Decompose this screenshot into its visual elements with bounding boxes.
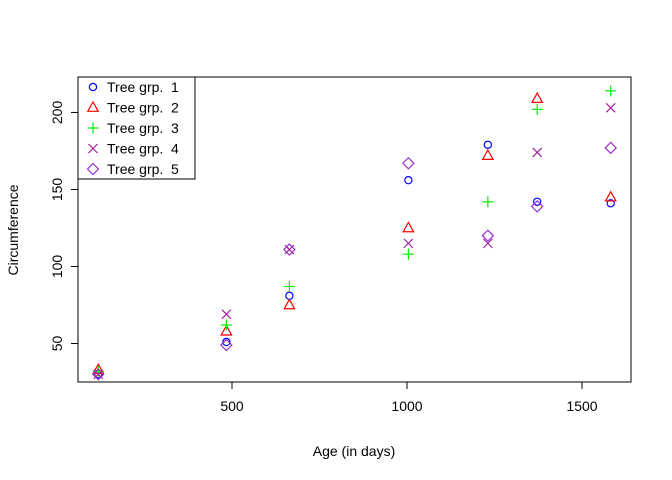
data-point-group-2 xyxy=(220,324,233,336)
data-point-group-3 xyxy=(531,103,543,115)
data-points xyxy=(91,85,618,381)
legend-label-group-1: Tree grp. 1 xyxy=(107,79,179,95)
legend-label-group-4: Tree grp. 4 xyxy=(107,141,179,157)
data-point-group-4 xyxy=(482,238,493,249)
legend-marker-group-1 xyxy=(88,82,98,92)
data-point-group-5 xyxy=(530,200,544,213)
legend-marker-group-5 xyxy=(86,162,100,176)
data-point-group-4 xyxy=(221,309,232,320)
y-axis-title: Circumference xyxy=(5,184,21,275)
data-point-group-5 xyxy=(91,367,105,381)
plot-frame xyxy=(77,76,632,383)
data-point-group-3 xyxy=(220,319,232,331)
y-tick-label: 50 xyxy=(49,335,65,351)
data-point-group-1 xyxy=(222,337,231,347)
data-point-group-5 xyxy=(220,338,233,352)
x-tick-label: 1500 xyxy=(566,398,597,414)
data-point-group-3 xyxy=(402,248,414,260)
axes: 500 1000 1500 50 100 150 200 xyxy=(49,101,598,414)
y-tick-label: 200 xyxy=(49,101,65,125)
data-point-group-3 xyxy=(605,85,617,97)
data-point-group-3 xyxy=(283,280,295,292)
x-tick-label: 1000 xyxy=(391,398,422,414)
legend-label-group-5: Tree grp. 5 xyxy=(107,161,179,177)
data-point-group-1 xyxy=(533,197,542,206)
data-point-group-2 xyxy=(481,148,495,160)
x-axis-title: Age (in days) xyxy=(313,443,395,459)
data-point-group-2 xyxy=(604,190,617,202)
legend-marker-group-3 xyxy=(87,122,99,134)
data-point-group-4 xyxy=(532,147,543,158)
data-point-group-1 xyxy=(483,140,493,149)
legend: Tree grp. 1 Tree grp. 2 Tree grp. 3 Tree gr… xyxy=(77,76,196,180)
data-point-group-1 xyxy=(606,199,615,208)
data-point-group-5 xyxy=(481,229,495,243)
data-point-group-5 xyxy=(604,141,618,155)
data-point-group-2 xyxy=(402,221,415,233)
data-point-group-2 xyxy=(283,298,296,310)
legend-label-group-2: Tree grp. 2 xyxy=(107,100,179,116)
data-point-group-1 xyxy=(404,176,413,185)
data-point-group-3 xyxy=(482,196,494,208)
data-point-group-5 xyxy=(283,243,296,256)
data-point-group-4 xyxy=(403,238,414,249)
data-point-group-2 xyxy=(530,91,544,103)
y-tick-label: 100 xyxy=(49,255,65,279)
legend-marker-group-4 xyxy=(88,143,98,154)
x-tick-label: 500 xyxy=(220,398,244,414)
data-point-group-5 xyxy=(402,156,415,170)
data-point-group-4 xyxy=(605,102,616,113)
legend-label-group-3: Tree grp. 3 xyxy=(107,120,179,136)
y-tick-label: 150 xyxy=(49,178,65,202)
legend-marker-group-2 xyxy=(86,100,100,112)
